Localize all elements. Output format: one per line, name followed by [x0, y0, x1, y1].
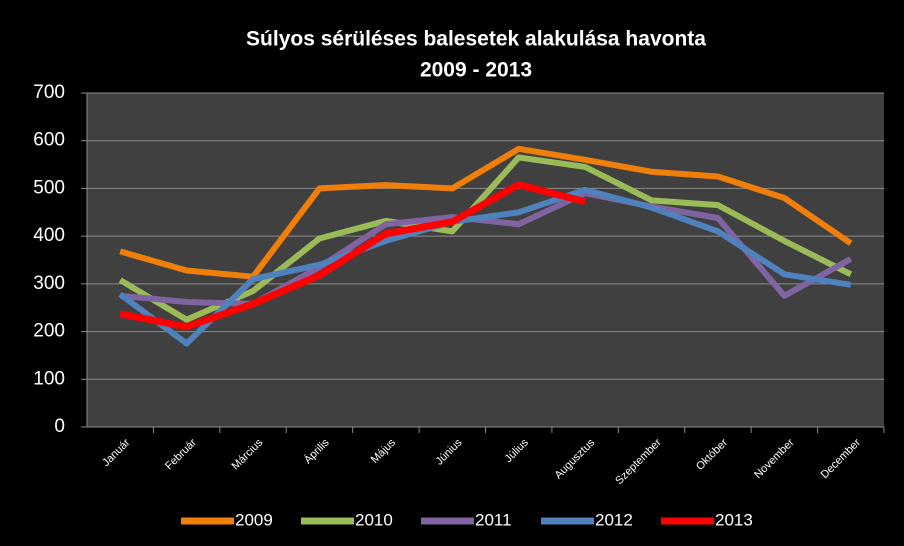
y-tick-label: 600 [33, 130, 65, 151]
legend-label: 2010 [355, 510, 393, 529]
legend-label: 2012 [595, 510, 633, 529]
y-tick-label: 300 [33, 273, 65, 294]
series-line [119, 181, 587, 331]
y-tick-label: 400 [33, 225, 65, 246]
y-tick-label: 500 [33, 177, 65, 198]
y-tick-label: 0 [54, 416, 65, 437]
legend-label: 2011 [475, 510, 512, 529]
chart-subtitle: 2009 - 2013 [420, 59, 532, 82]
y-tick-label: 700 [33, 82, 65, 103]
series-line [119, 145, 853, 280]
y-tick-label: 100 [33, 368, 65, 389]
series-line [118, 154, 853, 323]
series-line [119, 190, 853, 307]
legend-label: 2013 [715, 510, 753, 529]
series-line [118, 186, 852, 347]
chart-title: Súlyos sérüléses balesetek alakulása hav… [246, 28, 706, 51]
legend-label: 2009 [235, 510, 273, 529]
y-tick-label: 200 [33, 321, 65, 342]
